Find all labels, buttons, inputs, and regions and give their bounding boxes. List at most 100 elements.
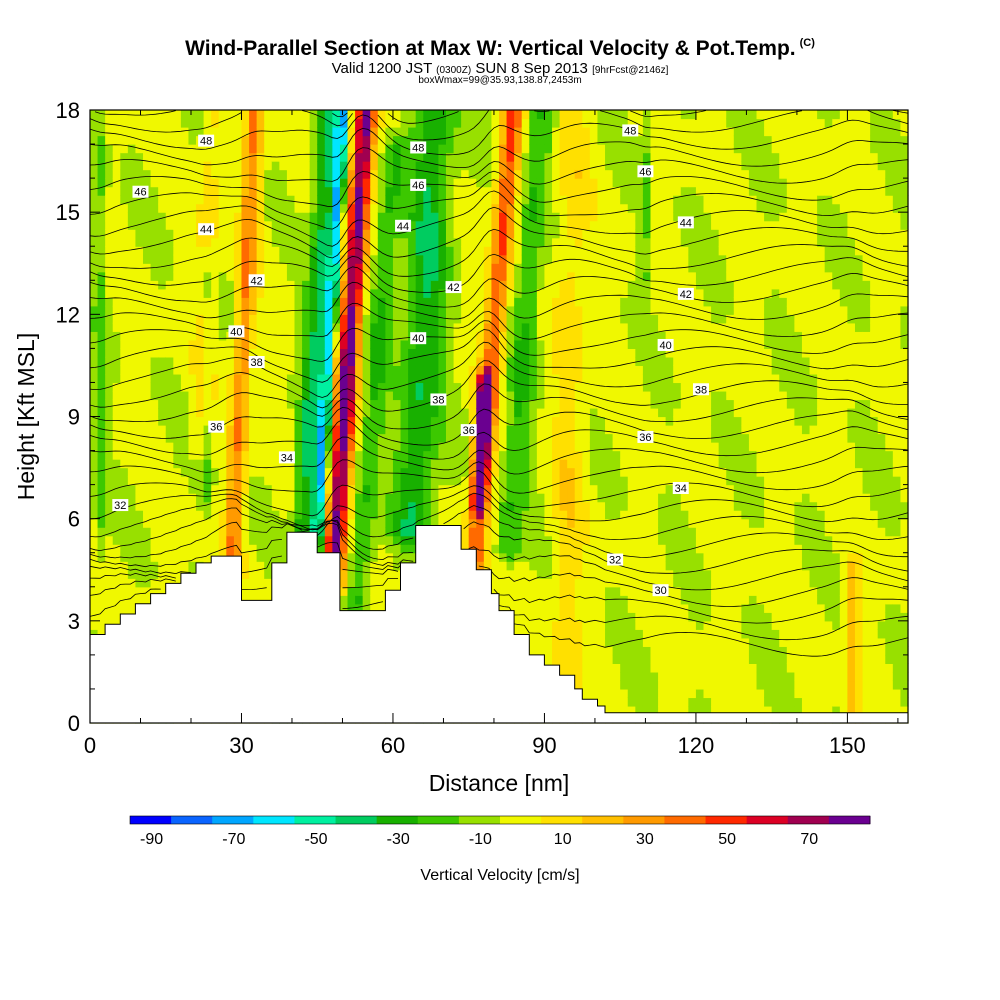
w-cell [309, 314, 318, 324]
w-cell [582, 433, 591, 443]
w-cell [362, 220, 371, 230]
w-cell [127, 373, 137, 384]
w-cell [567, 467, 576, 477]
w-cell [559, 620, 568, 630]
w-cell [226, 203, 235, 213]
w-cell [567, 237, 576, 247]
w-cell [499, 493, 508, 503]
w-cell [574, 305, 583, 315]
w-cell [468, 314, 477, 324]
w-cell [150, 586, 159, 596]
w-cell [392, 280, 402, 290]
utc-time: (0300Z) [436, 65, 472, 76]
w-cell [521, 399, 530, 409]
w-cell [589, 450, 599, 460]
w-cell [476, 161, 485, 171]
w-cell [97, 254, 106, 264]
w-cell [400, 127, 409, 137]
w-cell [218, 331, 227, 341]
w-cell [264, 161, 273, 171]
w-cell [552, 152, 561, 162]
w-cell [173, 467, 182, 477]
w-cell [226, 442, 235, 452]
w-cell [468, 442, 477, 452]
w-cell [582, 263, 591, 273]
w-cell [476, 365, 485, 375]
w-cell [188, 501, 197, 511]
w-cell [559, 612, 568, 622]
w-cell [574, 433, 583, 443]
w-cell [589, 297, 599, 307]
w-cell [347, 135, 356, 145]
w-cell [582, 161, 591, 171]
w-cell [211, 161, 220, 171]
w-cell [582, 220, 591, 230]
w-cell [499, 527, 508, 537]
w-cell [264, 212, 273, 222]
w-cell [264, 178, 273, 188]
w-cell [552, 518, 561, 528]
w-cell [180, 450, 190, 460]
w-cell [339, 399, 349, 409]
w-cell [127, 169, 137, 179]
w-cell [559, 586, 568, 596]
w-cell [491, 390, 500, 401]
w-cell [286, 459, 296, 469]
w-cell [445, 382, 455, 392]
w-cell [127, 595, 137, 605]
w-cell [536, 322, 546, 332]
w-cell [249, 527, 258, 537]
w-cell [370, 110, 379, 120]
w-cell [165, 501, 174, 511]
w-cell [582, 135, 591, 145]
w-cell [362, 544, 371, 554]
w-cell [544, 442, 553, 452]
w-cell [552, 620, 561, 630]
w-cell [567, 586, 576, 596]
w-cell [415, 263, 424, 273]
w-cell [589, 433, 599, 443]
w-cell [582, 595, 591, 605]
w-cell [165, 425, 174, 435]
w-cell [90, 118, 99, 128]
w-cell [317, 544, 326, 554]
w-cell [165, 365, 174, 375]
w-cell [165, 561, 174, 571]
w-cell [105, 314, 114, 324]
w-cell [127, 382, 137, 392]
w-cell [529, 476, 538, 486]
w-cell [135, 382, 144, 392]
w-cell [355, 254, 364, 264]
w-cell [143, 322, 152, 332]
w-cell [574, 246, 583, 256]
w-cell [90, 612, 99, 622]
w-cell [536, 263, 546, 273]
w-cell [226, 484, 235, 494]
w-cell [423, 229, 432, 239]
w-cell [226, 399, 235, 409]
w-cell [180, 493, 190, 503]
w-cell [438, 135, 447, 145]
w-cell [112, 229, 121, 239]
w-cell [612, 586, 621, 596]
w-cell [332, 365, 341, 375]
w-cell [233, 195, 243, 205]
w-cell [400, 407, 409, 418]
w-cell [385, 484, 394, 494]
w-cell [120, 271, 129, 281]
w-cell [567, 510, 576, 520]
w-cell [324, 493, 333, 503]
w-cell [135, 552, 144, 562]
w-cell [605, 688, 614, 699]
w-cell [385, 297, 394, 307]
w-cell [582, 229, 591, 239]
w-cell [491, 314, 500, 324]
w-cell [468, 433, 477, 443]
w-cell [143, 246, 152, 256]
w-cell [529, 348, 538, 358]
w-cell [180, 416, 190, 426]
w-cell [589, 339, 599, 349]
w-cell [597, 220, 606, 230]
w-cell [158, 493, 167, 503]
w-cell [127, 135, 137, 145]
